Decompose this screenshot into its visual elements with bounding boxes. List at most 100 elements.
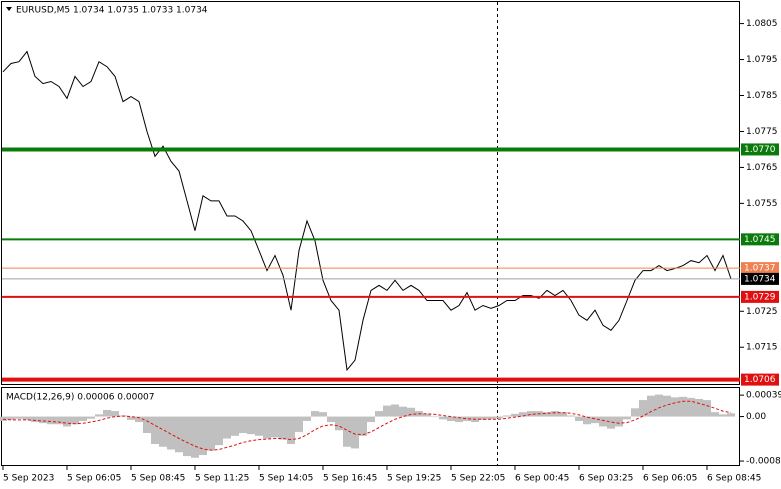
y-tick-label: 0.00039 bbox=[746, 391, 781, 401]
macd-bar bbox=[567, 415, 575, 417]
macd-bar bbox=[295, 416, 303, 432]
level-label-bg bbox=[741, 272, 779, 285]
macd-bar bbox=[39, 416, 47, 424]
macd-bar bbox=[671, 397, 679, 417]
x-tick-label: 5 Sep 16:45 bbox=[323, 474, 377, 484]
macd-bar bbox=[199, 416, 207, 456]
macd-bar bbox=[695, 398, 703, 417]
macd-title: MACD(12,26,9) 0.00006 0.00007 bbox=[6, 393, 155, 403]
macd-bar bbox=[559, 412, 567, 417]
macd-bar bbox=[591, 416, 599, 424]
macd-bar bbox=[63, 416, 71, 427]
macd-bar bbox=[703, 400, 711, 417]
macd-bar bbox=[191, 416, 199, 458]
x-tick-label: 5 Sep 14:05 bbox=[259, 474, 313, 484]
macd-bar bbox=[207, 416, 215, 451]
y-tick-label: 1.0795 bbox=[746, 55, 778, 65]
macd-bar bbox=[583, 416, 591, 425]
macd-bar bbox=[79, 416, 87, 421]
macd-bar bbox=[511, 413, 519, 417]
macd-bar bbox=[183, 416, 191, 457]
macd-bar bbox=[231, 416, 239, 436]
x-tick-label: 6 Sep 00:45 bbox=[515, 474, 569, 484]
macd-bar bbox=[71, 416, 79, 425]
macd-bar bbox=[495, 416, 503, 419]
macd-bar bbox=[7, 416, 15, 420]
x-tick-label: 5 Sep 22:05 bbox=[451, 474, 505, 484]
macd-bar bbox=[15, 416, 23, 419]
macd-bar bbox=[663, 395, 671, 417]
macd-bar bbox=[607, 416, 615, 429]
macd-bar bbox=[423, 413, 431, 417]
macd-bar bbox=[631, 408, 639, 417]
macd-bar bbox=[351, 416, 359, 449]
macd-bar bbox=[279, 416, 287, 440]
macd-pane-frame bbox=[1, 387, 740, 466]
price-pane-frame bbox=[1, 1, 740, 385]
level-label-bg bbox=[741, 373, 779, 386]
level-label: 1.0706 bbox=[744, 375, 776, 385]
macd-bar bbox=[271, 416, 279, 438]
macd-bar bbox=[95, 414, 103, 417]
macd-bar bbox=[0, 416, 7, 421]
macd-bar bbox=[311, 411, 319, 417]
macd-bar bbox=[687, 397, 695, 417]
macd-bar bbox=[503, 415, 511, 417]
x-tick-label: 5 Sep 2023 bbox=[3, 474, 54, 484]
macd-bar bbox=[407, 407, 415, 417]
collapse-icon bbox=[6, 7, 12, 11]
macd-bar bbox=[287, 416, 295, 445]
y-tick-label: 1.0715 bbox=[746, 343, 778, 353]
macd-bar bbox=[639, 400, 647, 417]
macd-bar bbox=[143, 416, 151, 434]
macd-bar bbox=[487, 416, 495, 420]
macd-bar bbox=[551, 411, 559, 417]
macd-bar bbox=[263, 416, 271, 439]
macd-bar bbox=[399, 406, 407, 417]
y-tick-label: 1.0785 bbox=[746, 91, 778, 101]
y-tick-label: 0.00 bbox=[746, 412, 766, 422]
macd-bar bbox=[343, 416, 351, 447]
macd-bar bbox=[527, 411, 535, 417]
macd-bar bbox=[327, 416, 335, 423]
y-tick-label: 1.0805 bbox=[746, 19, 778, 29]
macd-bar bbox=[623, 416, 631, 420]
chart-title: EURUSD,M5 1.0734 1.0735 1.0733 1.0734 bbox=[16, 6, 208, 16]
x-tick-label: 5 Sep 06:05 bbox=[67, 474, 121, 484]
macd-bar bbox=[55, 416, 63, 425]
x-tick-label: 5 Sep 19:25 bbox=[387, 474, 441, 484]
macd-bar bbox=[223, 416, 231, 439]
macd-bar bbox=[319, 412, 327, 417]
x-tick-label: 5 Sep 11:25 bbox=[195, 474, 249, 484]
macd-bar bbox=[479, 416, 487, 420]
macd-bar bbox=[647, 395, 655, 417]
macd-bar bbox=[615, 416, 623, 427]
level-label-bg bbox=[741, 290, 779, 303]
macd-bar bbox=[719, 414, 727, 417]
macd-bar bbox=[383, 405, 391, 417]
x-tick-label: 6 Sep 08:45 bbox=[707, 474, 761, 484]
macd-bar bbox=[303, 416, 311, 421]
level-label-bg bbox=[741, 233, 779, 246]
y-tick-label: 1.0775 bbox=[746, 127, 778, 137]
macd-bar bbox=[167, 416, 175, 450]
level-label-bg bbox=[741, 262, 779, 275]
macd-bar bbox=[375, 411, 383, 417]
macd-bar bbox=[151, 416, 159, 445]
macd-bar bbox=[87, 416, 95, 419]
macd-bar bbox=[447, 416, 455, 421]
macd-bar bbox=[367, 416, 375, 423]
x-tick-label: 6 Sep 03:25 bbox=[579, 474, 633, 484]
macd-bar bbox=[391, 404, 399, 417]
macd-bar bbox=[239, 416, 247, 434]
macd-bar bbox=[431, 416, 439, 418]
macd-bar bbox=[455, 416, 463, 423]
price-line bbox=[2, 50, 732, 372]
macd-bar bbox=[111, 411, 119, 417]
x-tick-label: 5 Sep 08:45 bbox=[131, 474, 185, 484]
macd-bar bbox=[175, 416, 183, 453]
macd-bar bbox=[215, 416, 223, 446]
macd-bar bbox=[31, 416, 39, 423]
signal-line bbox=[2, 400, 732, 451]
